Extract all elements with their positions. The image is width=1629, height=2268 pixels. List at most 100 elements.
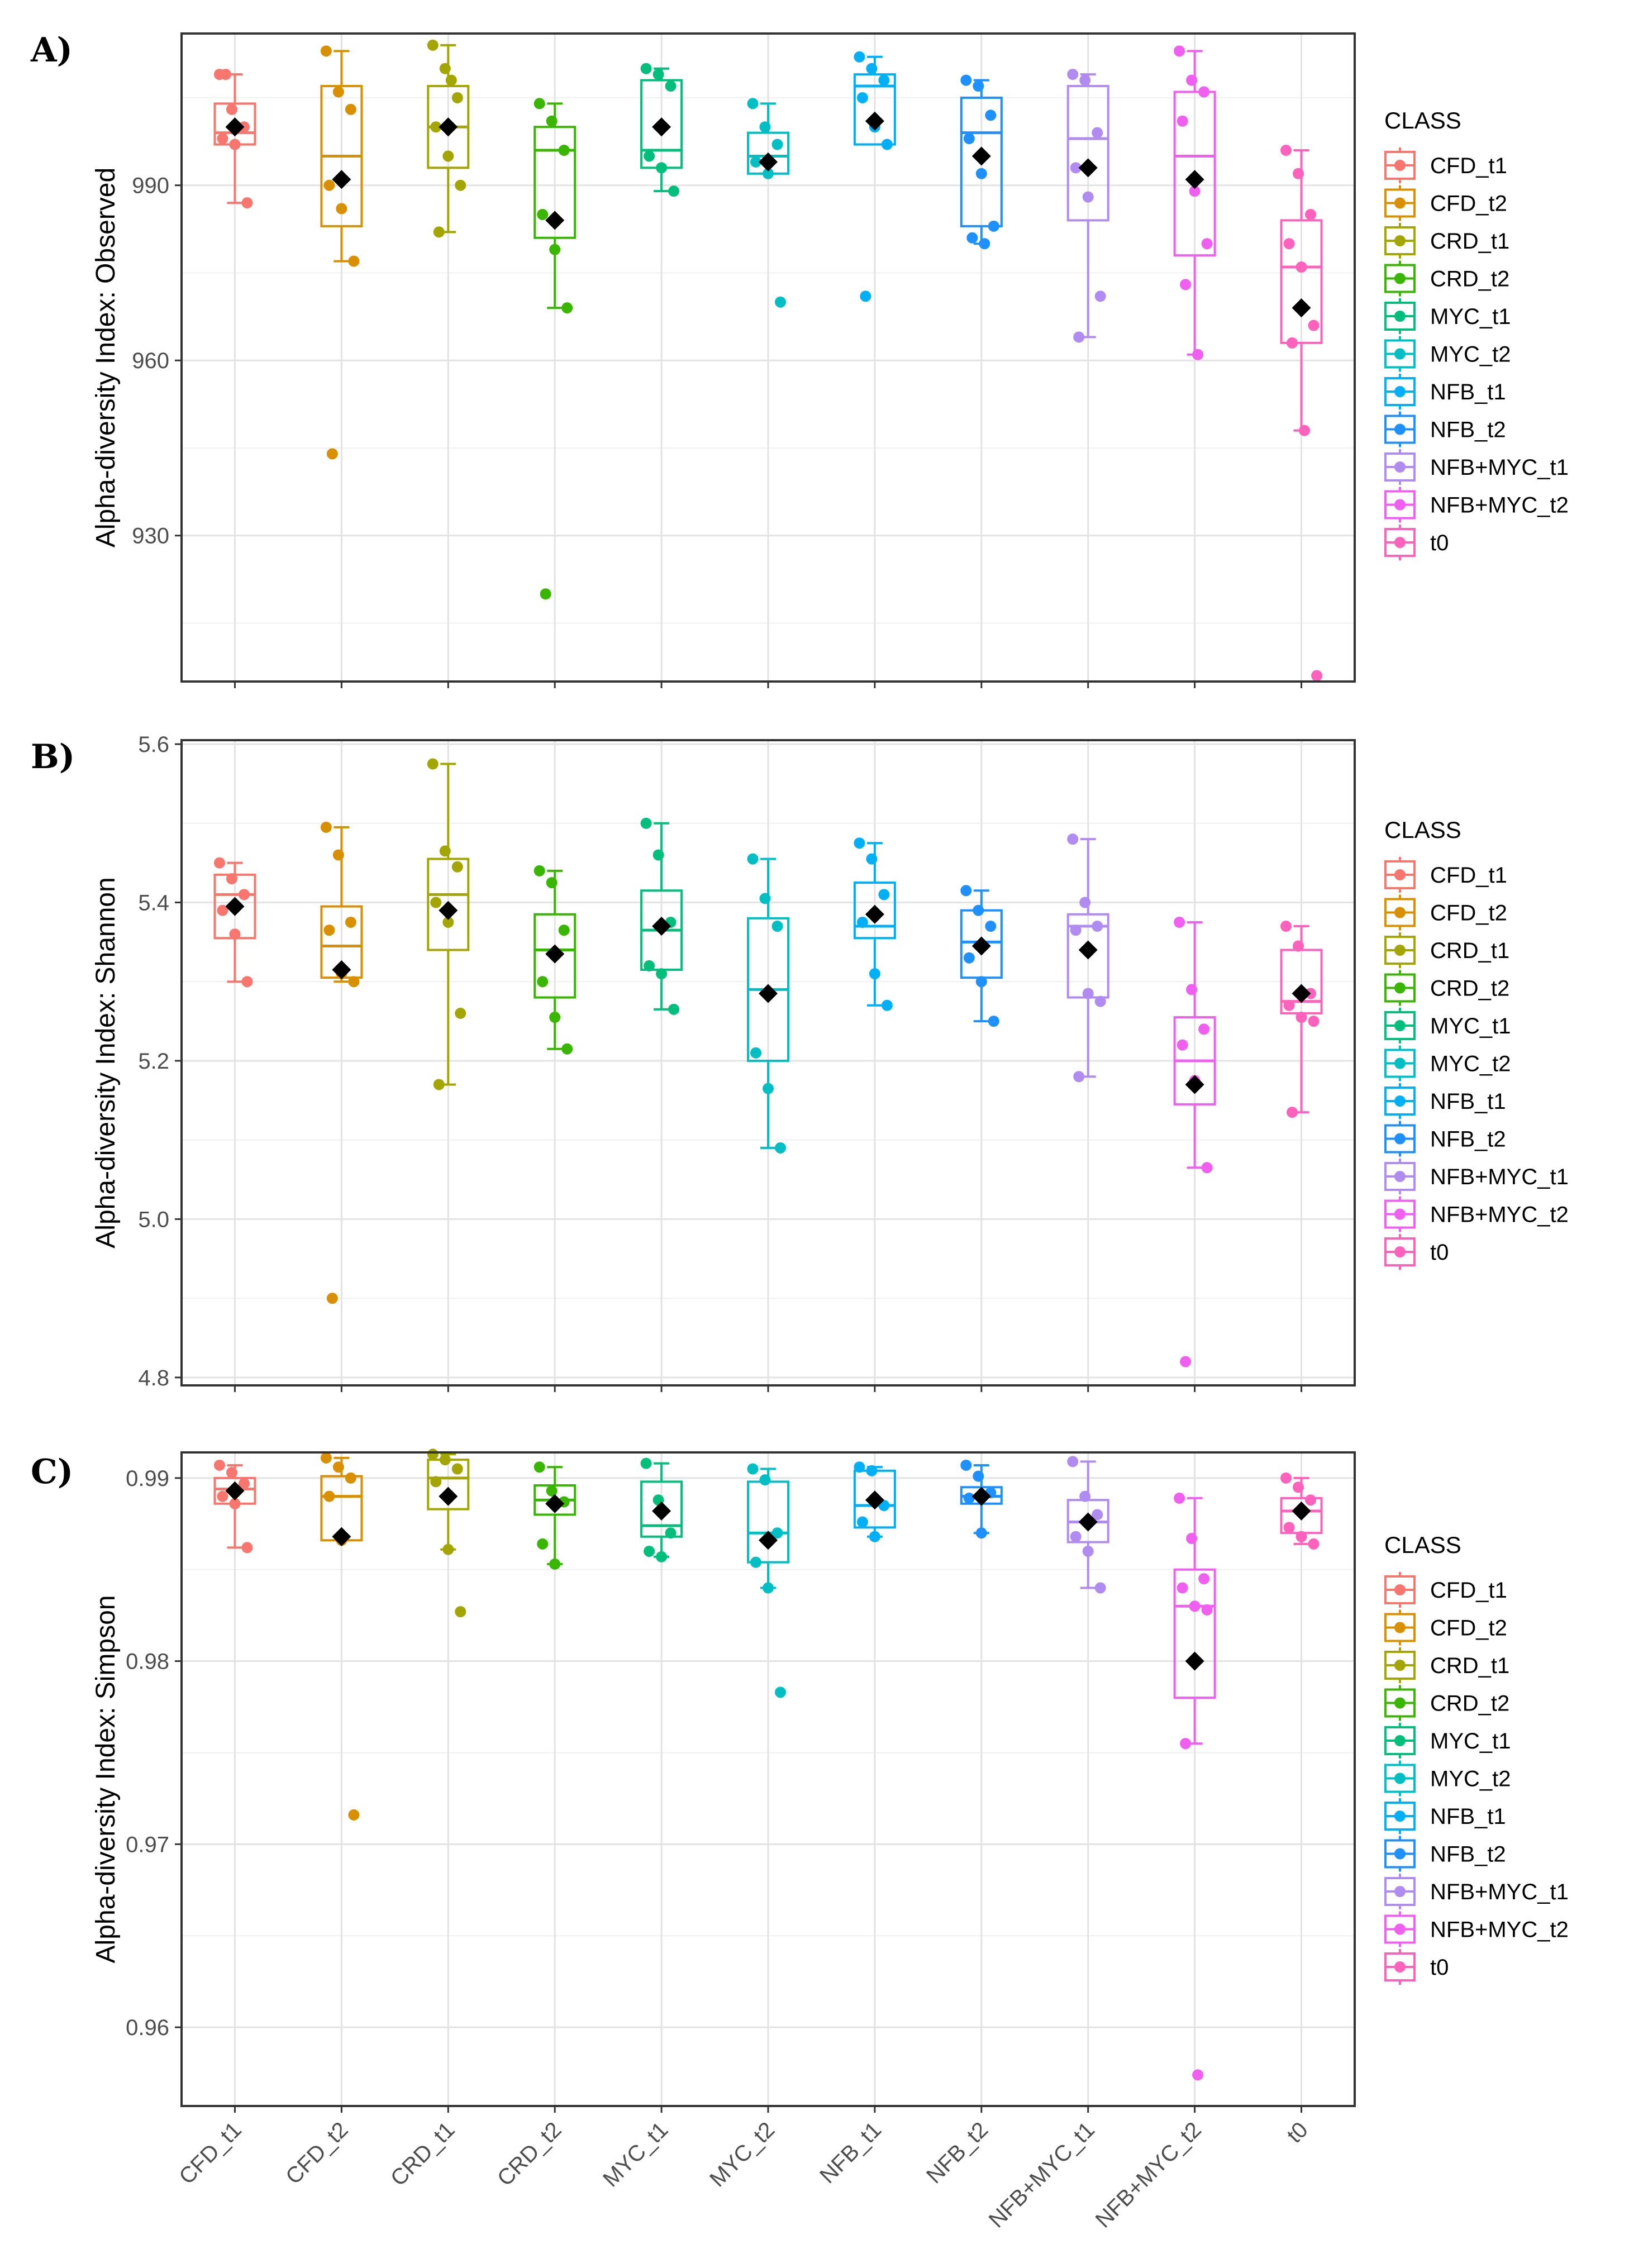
data-point (1293, 1481, 1304, 1493)
legend-item: NFB+MYC_t1 (1384, 449, 1569, 485)
box-CRD_t1 (427, 763, 470, 1086)
mean-marker (1185, 1651, 1204, 1671)
box-iqr (853, 73, 896, 146)
data-point (856, 916, 868, 928)
mean-marker (225, 897, 245, 916)
y-tick-label: 0.97 (126, 1832, 169, 1857)
data-point (652, 69, 664, 80)
data-point (323, 179, 335, 191)
legend-item: NFB+MYC_t2 (1384, 487, 1569, 523)
data-point (973, 1470, 984, 1482)
x-tick-label: NFB+MYC_t2 (1091, 2117, 1206, 2232)
mean-marker (1185, 170, 1204, 189)
legend-title: CLASS (1384, 817, 1461, 843)
legend-item: NFB_t2 (1384, 411, 1506, 447)
data-point (442, 1543, 454, 1555)
legend-key-point (1394, 235, 1406, 246)
legend-key-point (1394, 1961, 1406, 1972)
legend-label: NFB+MYC_t1 (1430, 1165, 1569, 1189)
data-point (226, 1467, 237, 1479)
legend-item: NFB+MYC_t2 (1384, 1911, 1569, 1947)
data-point (1305, 208, 1317, 220)
data-point (439, 845, 451, 857)
data-point (644, 1545, 655, 1557)
data-point (534, 865, 545, 876)
legend-label: CFD_t2 (1430, 1616, 1507, 1641)
data-point (771, 1527, 783, 1539)
legend-key-point (1394, 423, 1406, 435)
data-point (546, 115, 558, 127)
x-tick-label: CRD_t1 (386, 2117, 460, 2191)
x-tick-label: NFB_t2 (922, 2117, 993, 2188)
data-point (455, 179, 466, 191)
data-point (881, 139, 893, 150)
y-tick-label: 0.98 (126, 1650, 169, 1674)
data-point (665, 1527, 677, 1539)
plot-border (180, 739, 1356, 1386)
legend-item: NFB_t1 (1384, 374, 1506, 409)
data-point (656, 162, 668, 174)
data-point (1283, 1522, 1295, 1533)
data-point (854, 1461, 865, 1473)
data-point (985, 921, 997, 932)
legend-label: MYC_t1 (1430, 1729, 1511, 1754)
data-point (546, 1485, 558, 1497)
legend-label: MYC_t2 (1430, 1767, 1511, 1791)
data-point (1287, 1107, 1298, 1118)
data-point (217, 133, 228, 145)
mean-marker (652, 917, 671, 936)
data-point (213, 857, 225, 869)
y-axis-label: Alpha-diversity Index: Shannon (91, 877, 121, 1248)
x-tick-label: NFB_t1 (815, 2117, 886, 2188)
data-point (348, 255, 360, 267)
data-point (332, 86, 344, 98)
data-point (973, 904, 984, 916)
mean-marker (759, 152, 778, 171)
data-point (229, 139, 241, 150)
mean-marker (1078, 940, 1098, 960)
legend-label: NFB_t2 (1430, 1127, 1506, 1152)
legend-label: t0 (1430, 531, 1449, 555)
data-point (427, 39, 439, 51)
legend-item: t0 (1384, 525, 1449, 560)
data-point (747, 853, 759, 865)
y-axis-label: Alpha-diversity Index: Simpson (91, 1595, 121, 1964)
legend-item: NFB+MYC_t1 (1384, 1159, 1569, 1194)
legend-label: MYC_t1 (1430, 1014, 1511, 1038)
legend-key-point (1394, 1773, 1406, 1784)
legend-key-point (1394, 1020, 1406, 1031)
legend-label: MYC_t1 (1430, 304, 1511, 329)
data-point (860, 290, 871, 302)
mean-marker (1292, 1501, 1311, 1521)
data-point (668, 185, 680, 197)
data-point (866, 853, 878, 865)
mean-marker (865, 1490, 884, 1510)
data-point (1174, 45, 1185, 57)
mean-marker (439, 1486, 458, 1506)
legend-key-point (1394, 1246, 1406, 1257)
data-point (558, 925, 570, 936)
box-NFB+MYC_t2 (1173, 921, 1216, 1169)
legend-key-point (1394, 1133, 1406, 1145)
data-point (1308, 1538, 1320, 1550)
mean-marker (759, 1531, 778, 1550)
mean-marker (439, 900, 458, 920)
data-point (856, 1516, 868, 1528)
data-point (750, 156, 761, 168)
data-point (1299, 425, 1311, 436)
data-point (1073, 331, 1085, 343)
legend-item: MYC_t2 (1384, 1760, 1511, 1797)
x-tick-label: CRD_t2 (493, 2117, 566, 2191)
data-point (759, 893, 771, 904)
box-CFD_t2 (320, 50, 363, 263)
legend-key-point (1394, 982, 1406, 994)
data-point (963, 952, 975, 964)
data-point (878, 889, 890, 900)
legend-key-point (1394, 197, 1406, 209)
panel-a: 930 960 990 A) Alpha-diversity Index: Observ… (30, 31, 1569, 688)
legend-item: CFD_t2 (1384, 894, 1507, 931)
legend-label: CRD_t2 (1430, 1692, 1509, 1716)
data-point (534, 98, 545, 109)
data-point (445, 74, 457, 86)
legend-item: CFD_t1 (1384, 1572, 1507, 1608)
